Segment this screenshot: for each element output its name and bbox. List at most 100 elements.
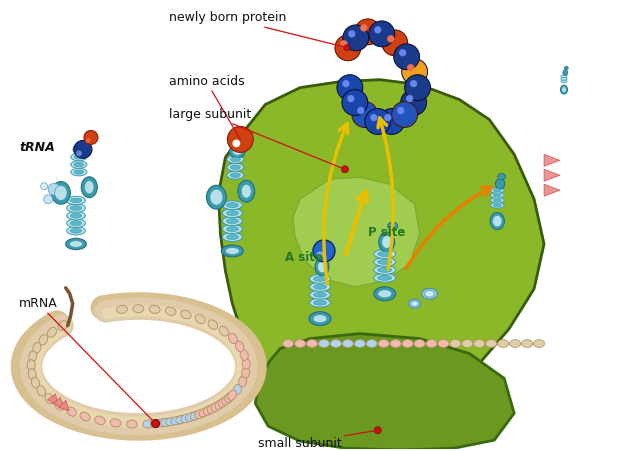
Ellipse shape: [411, 301, 418, 306]
Ellipse shape: [230, 165, 241, 170]
Ellipse shape: [199, 408, 209, 417]
Ellipse shape: [230, 157, 241, 161]
Ellipse shape: [211, 402, 221, 411]
Ellipse shape: [228, 390, 236, 400]
Circle shape: [369, 21, 395, 47]
Ellipse shape: [378, 290, 392, 298]
Ellipse shape: [215, 400, 225, 410]
Ellipse shape: [493, 193, 501, 197]
Ellipse shape: [159, 419, 170, 427]
Polygon shape: [544, 154, 560, 166]
Circle shape: [348, 30, 355, 37]
Ellipse shape: [490, 202, 504, 208]
Ellipse shape: [314, 300, 326, 305]
Circle shape: [374, 26, 381, 33]
Circle shape: [399, 49, 406, 56]
Ellipse shape: [493, 199, 501, 202]
Ellipse shape: [378, 259, 392, 264]
Circle shape: [352, 101, 378, 128]
Ellipse shape: [498, 173, 506, 180]
Circle shape: [337, 75, 363, 101]
Ellipse shape: [67, 212, 86, 220]
Ellipse shape: [561, 85, 568, 94]
Text: newly born protein: newly born protein: [168, 11, 348, 48]
Ellipse shape: [165, 307, 176, 315]
Ellipse shape: [166, 418, 177, 426]
Polygon shape: [293, 177, 420, 287]
Polygon shape: [47, 394, 58, 405]
Ellipse shape: [31, 377, 40, 388]
Ellipse shape: [45, 394, 54, 404]
Text: P site: P site: [368, 226, 405, 239]
Ellipse shape: [143, 420, 154, 428]
Ellipse shape: [330, 340, 341, 348]
Ellipse shape: [378, 340, 389, 348]
Ellipse shape: [374, 273, 396, 282]
Ellipse shape: [493, 204, 501, 207]
Ellipse shape: [70, 221, 82, 226]
Ellipse shape: [47, 327, 56, 337]
Circle shape: [317, 252, 323, 258]
Ellipse shape: [208, 320, 218, 329]
Ellipse shape: [490, 198, 504, 203]
Ellipse shape: [74, 155, 84, 159]
Circle shape: [394, 44, 420, 70]
Ellipse shape: [314, 284, 326, 289]
Ellipse shape: [58, 321, 67, 331]
Ellipse shape: [195, 410, 205, 419]
Ellipse shape: [374, 249, 396, 258]
Ellipse shape: [28, 360, 35, 371]
Ellipse shape: [313, 315, 327, 322]
Polygon shape: [544, 169, 560, 181]
Ellipse shape: [225, 248, 239, 254]
Circle shape: [342, 90, 368, 115]
Ellipse shape: [317, 261, 326, 273]
Circle shape: [407, 64, 414, 71]
Ellipse shape: [561, 78, 567, 80]
Ellipse shape: [223, 201, 243, 210]
Ellipse shape: [242, 358, 250, 369]
Ellipse shape: [116, 305, 127, 313]
Circle shape: [360, 24, 367, 32]
Ellipse shape: [233, 384, 241, 395]
Ellipse shape: [227, 163, 244, 171]
Text: amino acids: amino acids: [168, 75, 244, 139]
Ellipse shape: [563, 70, 568, 75]
Circle shape: [335, 35, 361, 61]
Ellipse shape: [241, 184, 252, 198]
Ellipse shape: [55, 185, 67, 200]
Ellipse shape: [225, 392, 234, 403]
Ellipse shape: [390, 340, 401, 348]
Ellipse shape: [207, 185, 227, 209]
Ellipse shape: [493, 215, 502, 227]
Ellipse shape: [227, 211, 238, 216]
Ellipse shape: [227, 202, 238, 207]
Circle shape: [387, 35, 394, 42]
Ellipse shape: [450, 340, 461, 348]
Circle shape: [370, 114, 378, 121]
Circle shape: [227, 126, 253, 152]
Circle shape: [355, 19, 381, 45]
Polygon shape: [255, 334, 514, 450]
Ellipse shape: [310, 274, 330, 283]
Ellipse shape: [378, 276, 392, 281]
Ellipse shape: [378, 252, 392, 257]
Text: A site: A site: [285, 251, 323, 264]
Ellipse shape: [180, 310, 191, 319]
Ellipse shape: [81, 177, 97, 198]
Ellipse shape: [210, 189, 223, 205]
Ellipse shape: [315, 258, 329, 276]
Text: small subunit: small subunit: [259, 430, 378, 450]
Circle shape: [41, 183, 47, 190]
Ellipse shape: [71, 153, 87, 161]
Ellipse shape: [171, 416, 182, 425]
Ellipse shape: [80, 412, 90, 421]
Ellipse shape: [379, 232, 395, 252]
Ellipse shape: [422, 288, 438, 299]
Ellipse shape: [28, 368, 36, 379]
Ellipse shape: [307, 340, 317, 348]
Circle shape: [402, 59, 428, 85]
Circle shape: [152, 419, 159, 428]
Polygon shape: [53, 397, 63, 408]
Polygon shape: [544, 184, 560, 196]
